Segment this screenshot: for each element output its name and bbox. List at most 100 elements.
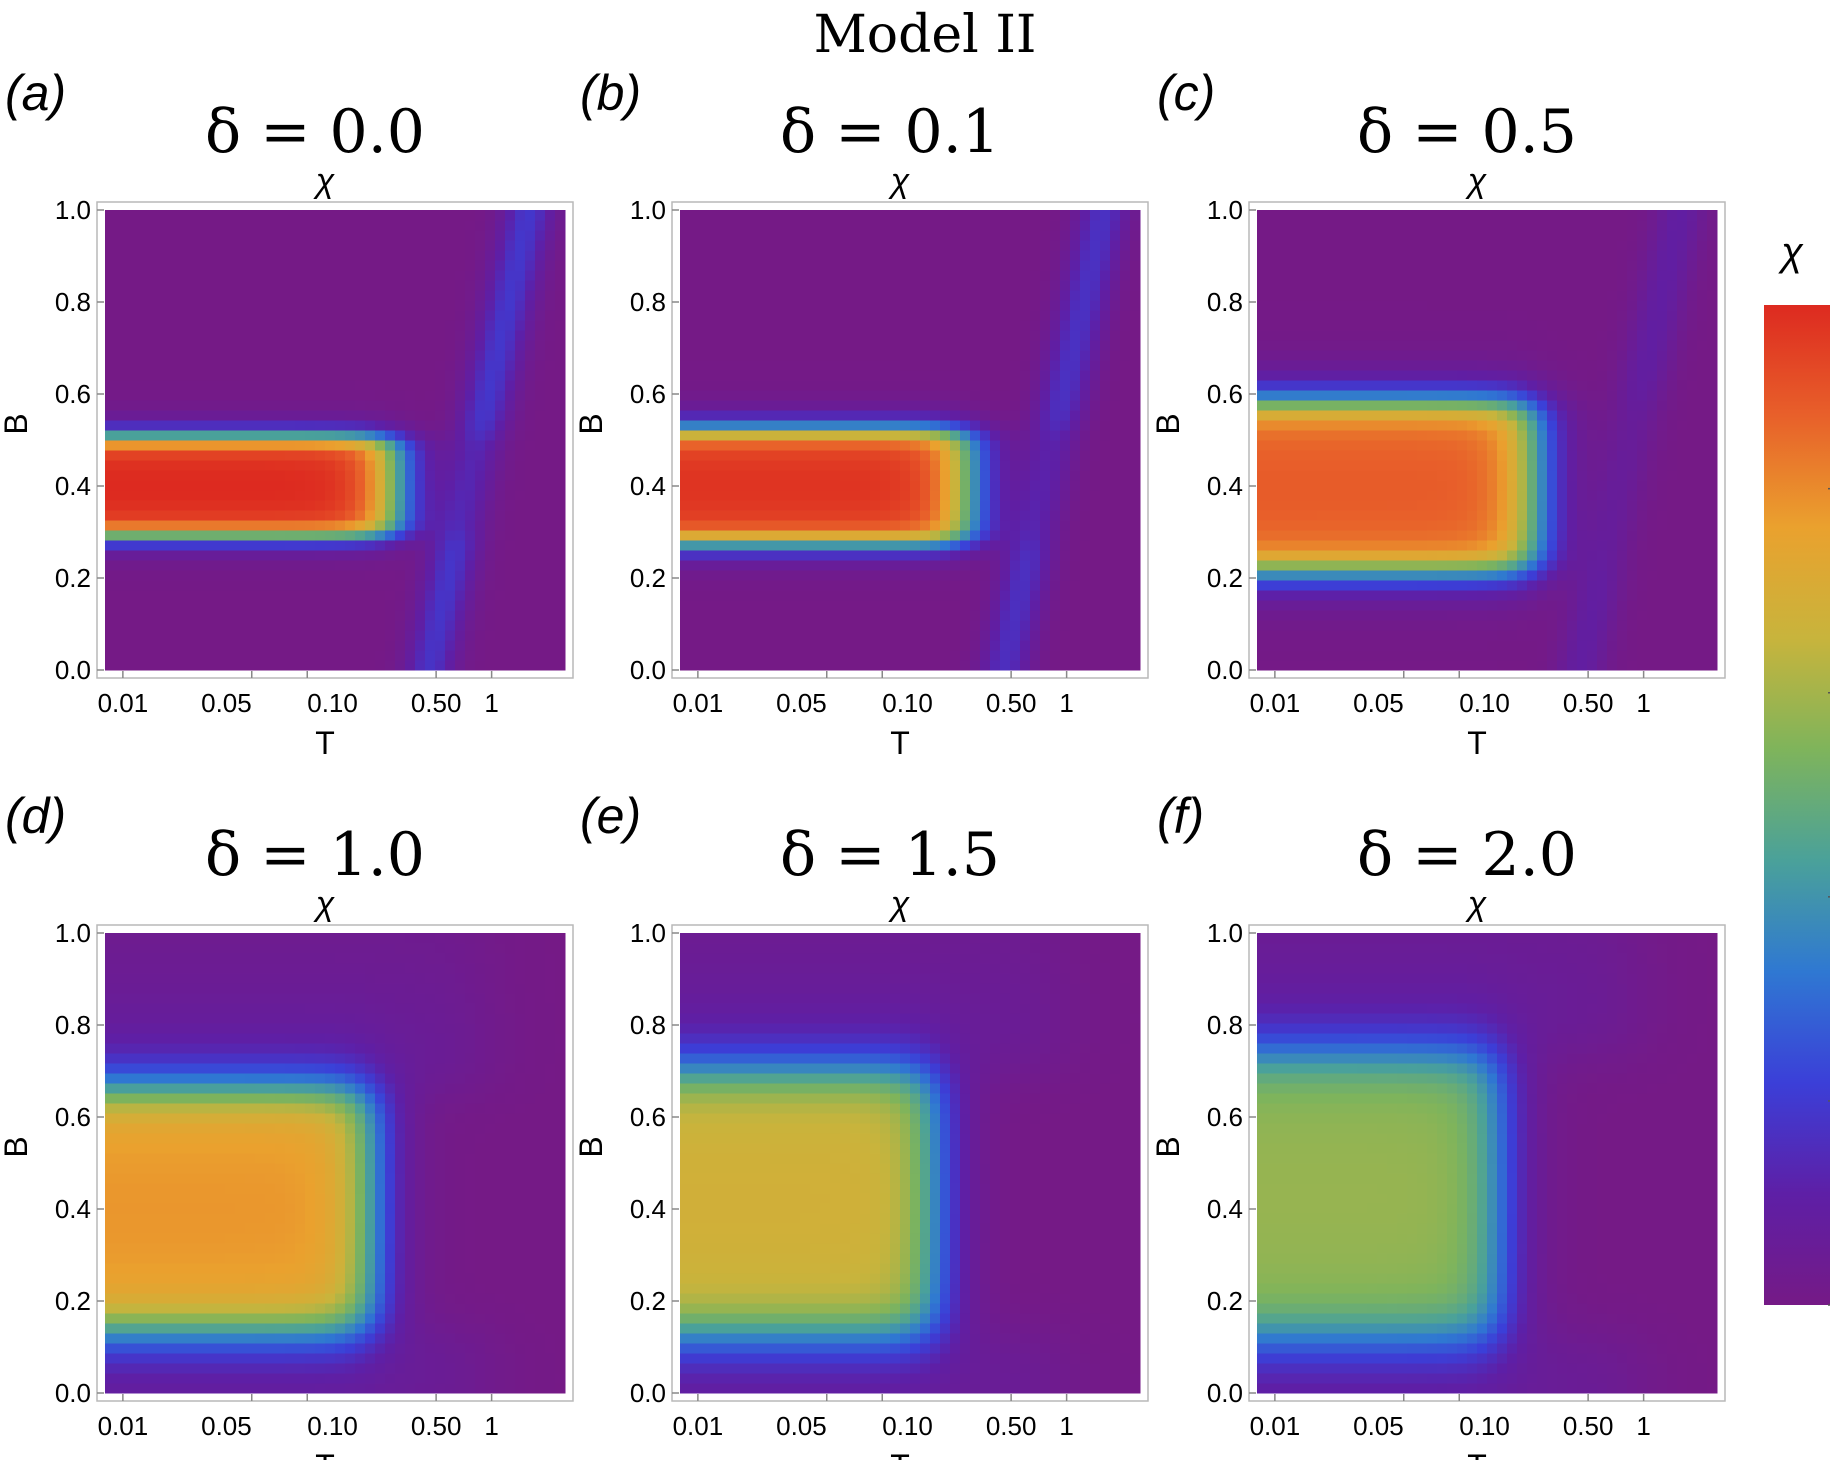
heatmap-cell bbox=[760, 340, 771, 351]
heatmap-cell bbox=[790, 430, 801, 441]
heatmap-cell bbox=[850, 650, 861, 661]
heatmap-cell bbox=[910, 490, 921, 501]
heatmap-cell bbox=[950, 470, 961, 481]
heatmap-cell bbox=[790, 550, 801, 561]
heatmap-cell bbox=[920, 470, 931, 481]
heatmap-cell bbox=[505, 490, 516, 501]
heatmap-cell bbox=[800, 440, 811, 451]
heatmap-cell bbox=[275, 650, 286, 661]
heatmap-cell bbox=[195, 580, 206, 591]
heatmap-cell bbox=[165, 220, 176, 231]
heatmap-cell bbox=[1000, 330, 1011, 341]
heatmap-cell bbox=[820, 300, 831, 311]
heatmap-cell bbox=[1000, 630, 1011, 641]
heatmap-cell bbox=[355, 650, 366, 661]
heatmap-cell bbox=[525, 260, 536, 271]
heatmap-cell bbox=[125, 320, 136, 331]
heatmap-cell bbox=[425, 530, 436, 541]
heatmap-cell bbox=[1317, 520, 1328, 531]
heatmap-cell bbox=[235, 540, 246, 551]
heatmap-cell bbox=[475, 320, 486, 331]
heatmap-cell bbox=[1070, 570, 1081, 581]
heatmap-cell bbox=[345, 230, 356, 241]
heatmap-cell bbox=[1040, 260, 1051, 271]
heatmap-cell bbox=[415, 540, 426, 551]
heatmap-cell bbox=[485, 650, 496, 661]
heatmap-cell bbox=[900, 320, 911, 331]
heatmap-cell bbox=[820, 360, 831, 371]
heatmap-cell bbox=[425, 380, 436, 391]
heatmap-cell bbox=[285, 400, 296, 411]
heatmap-cell bbox=[285, 580, 296, 591]
heatmap-cell bbox=[820, 560, 831, 571]
heatmap-cell bbox=[555, 590, 566, 601]
heatmap-cell bbox=[1130, 330, 1141, 341]
heatmap-cell bbox=[1297, 640, 1308, 651]
heatmap-cell bbox=[1030, 570, 1041, 581]
heatmap-cell bbox=[760, 310, 771, 321]
heatmap-cell bbox=[455, 570, 466, 581]
heatmap-cell bbox=[415, 440, 426, 451]
heatmap-cell bbox=[680, 220, 691, 231]
heatmap-cell bbox=[195, 470, 206, 481]
heatmap-cell bbox=[940, 460, 951, 471]
heatmap-cell bbox=[1257, 620, 1268, 631]
heatmap-cell bbox=[1377, 520, 1388, 531]
heatmap-cell bbox=[1130, 290, 1141, 301]
heatmap-cell bbox=[245, 480, 256, 491]
heatmap-cell bbox=[1347, 370, 1358, 381]
heatmap-cell bbox=[125, 420, 136, 431]
heatmap-cell bbox=[245, 490, 256, 501]
heatmap-cell bbox=[900, 650, 911, 661]
heatmap-cell bbox=[1070, 210, 1081, 221]
heatmap-cell bbox=[1357, 360, 1368, 371]
heatmap-cell bbox=[1367, 590, 1378, 601]
heatmap-cell bbox=[145, 320, 156, 331]
heatmap-cell bbox=[365, 390, 376, 401]
heatmap-cell bbox=[750, 630, 761, 641]
heatmap-cell bbox=[1287, 230, 1298, 241]
heatmap-cell bbox=[1297, 340, 1308, 351]
heatmap-cell bbox=[1287, 370, 1298, 381]
heatmap-cell bbox=[1297, 380, 1308, 391]
heatmap-cell bbox=[740, 470, 751, 481]
heatmap-cell bbox=[105, 490, 116, 501]
heatmap-cell bbox=[285, 310, 296, 321]
heatmap-cell bbox=[445, 550, 456, 561]
heatmap-cell bbox=[890, 620, 901, 631]
heatmap-cell bbox=[425, 440, 436, 451]
heatmap-cell bbox=[730, 390, 741, 401]
heatmap-cell bbox=[305, 410, 316, 421]
heatmap-cell bbox=[950, 540, 961, 551]
heatmap-cell bbox=[1120, 620, 1131, 631]
heatmap-cell bbox=[545, 480, 556, 491]
heatmap-cell bbox=[555, 430, 566, 441]
heatmap-cell bbox=[1317, 550, 1328, 561]
heatmap-cell bbox=[680, 380, 691, 391]
heatmap-cell bbox=[860, 380, 871, 391]
heatmap-cell bbox=[215, 660, 226, 671]
heatmap-cell bbox=[375, 470, 386, 481]
heatmap-cell bbox=[690, 410, 701, 421]
heatmap-cell bbox=[820, 430, 831, 441]
heatmap-cell bbox=[780, 370, 791, 381]
heatmap-cell bbox=[990, 550, 1001, 561]
heatmap-cell bbox=[1020, 620, 1031, 631]
heatmap-cell bbox=[960, 520, 971, 531]
heatmap-cell bbox=[860, 570, 871, 581]
heatmap-cell bbox=[1397, 490, 1408, 501]
heatmap-cell bbox=[990, 280, 1001, 291]
heatmap-cell bbox=[455, 340, 466, 351]
heatmap-cell bbox=[285, 590, 296, 601]
heatmap-cell bbox=[535, 310, 546, 321]
heatmap-cell bbox=[1307, 390, 1318, 401]
heatmap-cell bbox=[900, 220, 911, 231]
heatmap-cell bbox=[495, 280, 506, 291]
plot-frame bbox=[96, 201, 574, 679]
heatmap-cell bbox=[495, 540, 506, 551]
heatmap-cell bbox=[1297, 470, 1308, 481]
heatmap-cell bbox=[1090, 650, 1101, 661]
heatmap-cell bbox=[930, 660, 941, 671]
heatmap-cell bbox=[830, 220, 841, 231]
heatmap-cell bbox=[820, 410, 831, 421]
